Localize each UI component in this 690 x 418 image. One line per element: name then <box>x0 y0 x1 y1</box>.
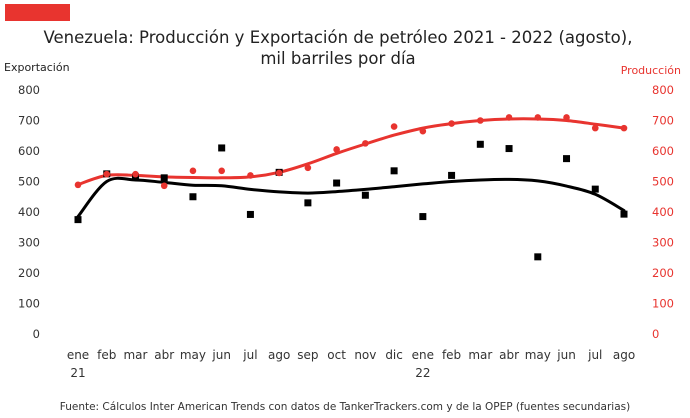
x-tick-label: feb <box>97 348 116 362</box>
point-producci-n <box>218 167 225 175</box>
x-tick-label: abr <box>499 348 519 362</box>
point-producci-n <box>620 124 628 132</box>
point-exportaci-n <box>390 167 398 175</box>
x-tick-label: jul <box>587 348 602 362</box>
point-producci-n <box>419 127 427 135</box>
footer-source: Fuente: Cálculos Inter American Trends c… <box>60 401 630 413</box>
y-tick-label-right: 700 <box>652 114 674 128</box>
point-producci-n <box>534 114 542 121</box>
point-producci-n <box>505 114 513 121</box>
y-tick-label-right: 800 <box>652 83 674 97</box>
point-exportaci-n <box>591 185 599 193</box>
y-tick-label-right: 100 <box>652 297 674 311</box>
x-tick-label: sep <box>297 348 318 362</box>
y-tick-label-left: 0 <box>33 327 40 341</box>
x-year-label: 22 <box>415 366 430 380</box>
point-producci-n <box>103 170 111 178</box>
x-tick-label: ene <box>412 348 434 362</box>
y-tick-label-right: 0 <box>652 327 659 341</box>
point-producci-n <box>591 124 599 132</box>
trend-lines <box>76 117 626 219</box>
y-tick-label-left: 100 <box>18 297 40 311</box>
x-tick-label: ene <box>67 348 89 362</box>
point-producci-n <box>333 146 340 153</box>
point-exportaci-n <box>189 193 197 201</box>
point-exportaci-n <box>563 155 571 163</box>
x-tick-label: ago <box>613 348 635 362</box>
point-producci-n <box>362 140 369 147</box>
point-producci-n <box>247 172 254 179</box>
y-axis-right: 0 100 200 300 400 500 600 700 800 <box>652 83 674 341</box>
x-tick-label: may <box>180 348 206 362</box>
point-exportaci-n <box>74 216 82 224</box>
x-tick-label: abr <box>154 348 174 362</box>
point-exportaci-n <box>419 213 427 221</box>
y-tick-label-left: 300 <box>18 236 40 250</box>
point-producci-n <box>160 182 168 190</box>
point-producci-n <box>477 117 484 124</box>
y-tick-label-left: 600 <box>18 144 40 158</box>
point-producci-n <box>132 170 139 178</box>
y-tick-label-left: 400 <box>18 205 40 219</box>
point-producci-n <box>189 167 197 175</box>
point-exportaci-n <box>160 174 168 182</box>
point-exportaci-n <box>476 140 484 148</box>
brand-bar <box>5 4 70 21</box>
y-axis-left-title: Exportación <box>4 61 70 74</box>
y-tick-label-right: 600 <box>652 144 674 158</box>
chart-subtitle: mil barriles por día <box>260 49 415 68</box>
trend-line-producci-n <box>76 117 626 187</box>
x-tick-label: oct <box>327 348 346 362</box>
x-tick-label: mar <box>123 348 147 362</box>
x-tick-label: dic <box>385 348 403 362</box>
y-tick-label-left: 500 <box>18 175 40 189</box>
x-tick-label: jun <box>211 348 231 362</box>
y-tick-label-left: 200 <box>18 266 40 280</box>
x-tick-label: ago <box>268 348 290 362</box>
point-producci-n <box>390 123 398 130</box>
y-tick-label-left: 800 <box>18 83 40 97</box>
point-exportaci-n <box>218 144 226 152</box>
y-tick-label-right: 500 <box>652 175 674 189</box>
point-exportaci-n <box>246 210 254 218</box>
y-tick-label-right: 400 <box>652 205 674 219</box>
y-tick-label-right: 300 <box>652 236 674 250</box>
point-exportaci-n <box>505 145 513 153</box>
trend-line-exportaci-n <box>76 176 626 219</box>
x-tick-label: feb <box>442 348 461 362</box>
x-tick-label: may <box>525 348 551 362</box>
point-producci-n <box>74 181 82 189</box>
y-axis-right-title: Producción <box>621 64 681 77</box>
point-producci-n <box>275 169 283 177</box>
point-producci-n <box>563 114 570 121</box>
point-exportaci-n <box>448 171 456 179</box>
point-producci-n <box>304 164 312 172</box>
point-producci-n <box>448 120 455 127</box>
x-year-label: 21 <box>70 366 85 380</box>
x-tick-label: nov <box>354 348 376 362</box>
y-tick-label-left: 700 <box>18 114 40 128</box>
chart-title: Venezuela: Producción y Exportación de p… <box>44 28 633 47</box>
point-exportaci-n <box>534 253 542 261</box>
point-exportaci-n <box>304 199 312 207</box>
data-points <box>74 114 628 261</box>
x-tick-label: mar <box>468 348 492 362</box>
point-exportaci-n <box>620 210 628 218</box>
x-axis: ene feb mar abr may jun jul ago sep oct nov dic ene f… <box>67 348 635 380</box>
y-tick-label-right: 200 <box>652 266 674 280</box>
x-tick-label: jul <box>242 348 257 362</box>
point-exportaci-n <box>333 179 341 187</box>
x-tick-label: jun <box>556 348 576 362</box>
y-axis-left: 0 100 200 300 400 500 600 700 800 <box>18 83 40 341</box>
point-exportaci-n <box>361 191 369 199</box>
